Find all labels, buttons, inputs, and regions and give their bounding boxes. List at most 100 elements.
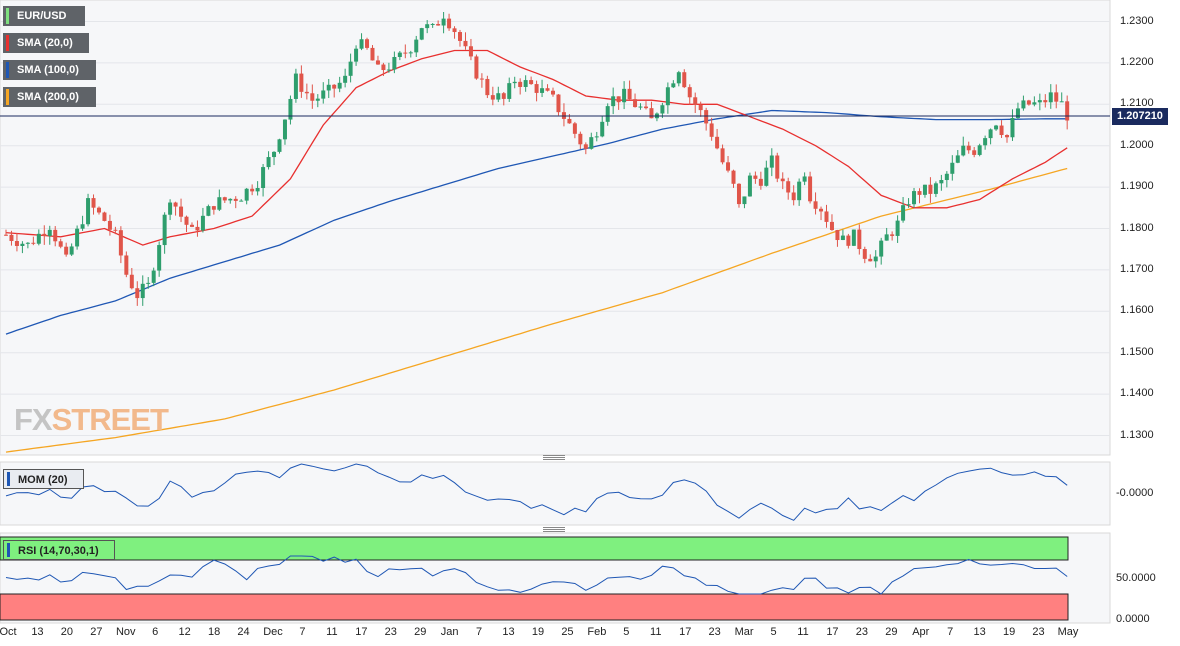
- candle-body: [556, 94, 561, 113]
- time-tick-label: 29: [414, 626, 427, 638]
- candle-body: [813, 201, 818, 209]
- legend-sma20: SMA (20,0): [3, 33, 89, 53]
- candle-body: [468, 46, 473, 57]
- candle-body: [244, 188, 249, 201]
- candle-body: [419, 28, 424, 40]
- candle-body: [392, 56, 397, 70]
- candle-body: [474, 56, 479, 79]
- rsi-label-swatch: [7, 543, 10, 557]
- candle-body: [693, 97, 698, 105]
- candle-body: [819, 208, 824, 212]
- candle-body: [605, 106, 610, 122]
- candle-body: [20, 243, 25, 246]
- candle-body: [1054, 92, 1059, 102]
- price-tick-label: 1.2100: [1120, 97, 1154, 110]
- candle-body: [583, 144, 588, 149]
- candle-body: [310, 93, 315, 101]
- candle-body: [397, 52, 402, 57]
- candle-body: [791, 192, 796, 201]
- candle-body: [14, 241, 19, 246]
- time-tick-label: 23: [384, 626, 397, 638]
- candle-body: [162, 214, 167, 246]
- candle-body: [802, 176, 807, 182]
- candle-body: [315, 98, 320, 101]
- time-tick-label: 23: [1032, 626, 1045, 638]
- sma200-line: [5, 167, 1068, 453]
- time-tick-label: 29: [885, 626, 898, 638]
- sma100-path: [5, 109, 1068, 335]
- time-tick-label: Feb: [587, 626, 607, 638]
- candle-body: [42, 233, 47, 237]
- candle-body: [862, 249, 867, 259]
- candle-body: [643, 106, 648, 109]
- candle-body: [961, 145, 966, 156]
- candle-body: [840, 235, 845, 241]
- price-tick-label: 1.2200: [1120, 55, 1154, 68]
- candle-body: [523, 80, 528, 87]
- candle-body: [917, 191, 922, 195]
- mom-panel-bg: [0, 461, 1111, 526]
- candle-body: [430, 23, 435, 25]
- mom-panel-resize-handle[interactable]: [543, 455, 565, 460]
- candle-body: [715, 136, 720, 149]
- candle-body: [124, 255, 129, 275]
- candle-body: [118, 230, 123, 256]
- candle-body: [151, 270, 156, 283]
- candle-body: [277, 139, 282, 152]
- candle-body: [386, 69, 391, 71]
- candle-body: [1037, 100, 1042, 103]
- candle-body: [168, 202, 173, 215]
- time-tick-label: 7: [476, 626, 483, 638]
- candle-body: [709, 123, 714, 137]
- candle-body: [786, 181, 791, 193]
- candle-body: [4, 234, 8, 236]
- candle-body: [687, 87, 692, 98]
- candle-body: [944, 173, 949, 181]
- legend-sma200-swatch: [6, 89, 9, 105]
- candle-body: [479, 78, 484, 80]
- candle-body: [102, 212, 107, 221]
- time-tick-label: 12: [178, 626, 191, 638]
- time-tick-label: 6: [152, 626, 159, 638]
- candle-body: [955, 155, 960, 163]
- candle-body: [731, 170, 736, 184]
- last-price-badge: 1.207210: [1112, 108, 1168, 125]
- time-tick-label: 17: [679, 626, 692, 638]
- fxstreet-logo: FXSTREET: [14, 402, 169, 437]
- candle-body: [922, 184, 927, 195]
- candles: [4, 11, 1070, 306]
- time-tick-label: May: [1057, 626, 1079, 638]
- candle-body: [950, 162, 955, 174]
- time-tick-label: 11: [326, 626, 338, 638]
- candle-body: [966, 145, 971, 151]
- candle-body: [1048, 92, 1053, 103]
- candle-body: [928, 184, 933, 194]
- candle-body: [578, 133, 583, 145]
- candle-body: [447, 18, 452, 29]
- candle-body: [496, 93, 501, 100]
- candle-body: [282, 119, 287, 140]
- candle-body: [173, 202, 178, 207]
- mom-label: MOM (20): [3, 469, 84, 489]
- mom-label-text: MOM (20): [18, 474, 68, 486]
- candle-body: [671, 83, 676, 88]
- rsi-panel-resize-handle[interactable]: [543, 527, 565, 532]
- candle-body: [988, 129, 993, 139]
- candle-body: [69, 246, 74, 255]
- time-tick-label: Mar: [734, 626, 754, 638]
- candle-body: [808, 176, 813, 202]
- candle-body: [250, 188, 255, 192]
- candle-body: [857, 229, 862, 250]
- mom-label-swatch: [7, 472, 10, 486]
- candle-body: [86, 198, 91, 225]
- candle-body: [660, 105, 665, 114]
- candle-body: [354, 48, 359, 62]
- candle-body: [638, 106, 643, 108]
- candle-body: [540, 88, 545, 93]
- sma100-line: [5, 109, 1068, 335]
- candle-body: [233, 198, 238, 201]
- time-tick-label: 17: [355, 626, 368, 638]
- rsi-label-text: RSI (14,70,30,1): [18, 545, 99, 557]
- candle-body: [529, 80, 534, 85]
